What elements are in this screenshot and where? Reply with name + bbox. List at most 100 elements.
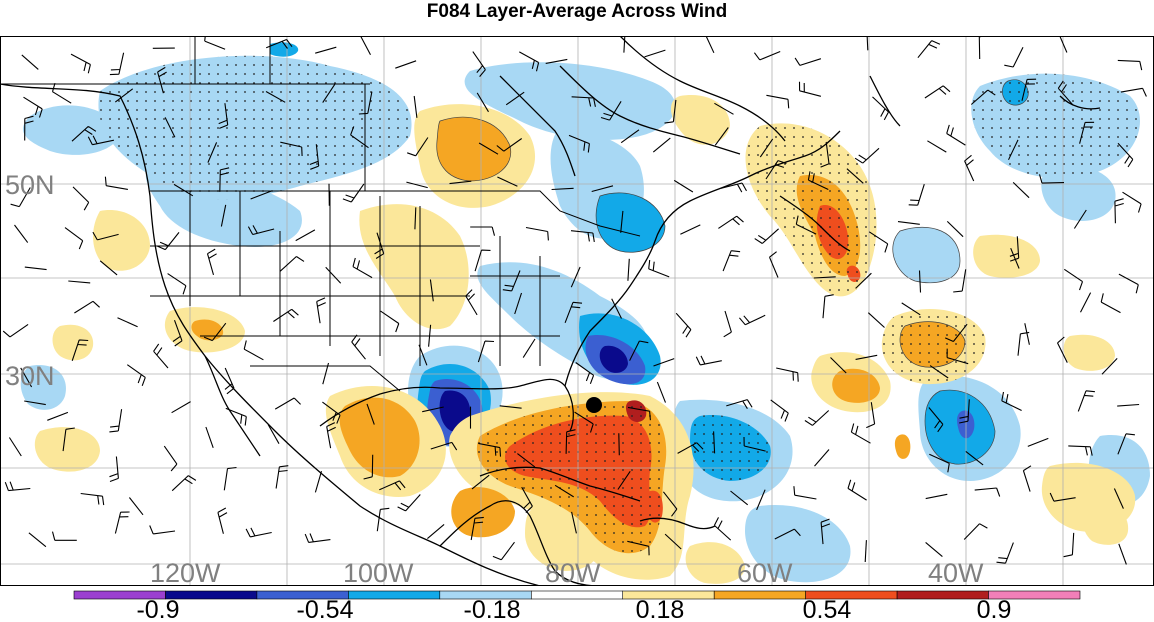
wind-barb (470, 226, 496, 236)
wind-barb (322, 362, 330, 385)
wind-barb (477, 340, 495, 363)
wind-barb (1009, 236, 1020, 262)
political-boundaries (0, 36, 641, 392)
wind-barb (219, 167, 230, 192)
wind-barbs (2, 36, 1147, 565)
wind-barb (794, 57, 822, 66)
wind-barb (730, 490, 749, 506)
wind-barb (1068, 445, 1093, 456)
wind-barb (1079, 121, 1095, 144)
wind-barb (171, 401, 191, 414)
colorbar-label-neg054: -0.54 (297, 596, 354, 622)
wind-barb (23, 96, 43, 118)
wind-barb (653, 358, 675, 367)
wind-barb (574, 411, 594, 433)
lat-label-50n: 50N (5, 170, 55, 200)
wind-barb (157, 66, 167, 94)
wind-barb (868, 231, 889, 253)
wind-barb (470, 516, 484, 541)
map-panel: 50N 30N 120W 100W 80W 60W 40W (0, 36, 1154, 586)
wind-barb (929, 453, 950, 473)
wind-barb (964, 154, 975, 182)
wind-barb (820, 518, 831, 545)
wind-barb (1077, 390, 1095, 412)
wind-barb (407, 137, 429, 157)
wind-barb (866, 36, 869, 51)
wind-barb (1118, 273, 1139, 294)
wind-barb (1073, 209, 1087, 229)
wind-barb (172, 320, 183, 347)
wind-barb (474, 249, 491, 272)
wind-barb (267, 424, 280, 444)
wind-barb (714, 102, 734, 115)
wind-barb (70, 53, 91, 74)
wind-barb (1049, 492, 1076, 502)
wind-barb (218, 103, 229, 129)
wind-barb (591, 185, 614, 193)
wind-barb (414, 207, 417, 230)
wind-barb (351, 334, 366, 360)
wind-barb (765, 160, 787, 180)
wind-barb (203, 322, 227, 342)
wind-barb (1021, 78, 1037, 101)
wind-barb (822, 294, 834, 319)
wind-barb (273, 308, 299, 322)
wind-barb (243, 340, 264, 361)
wind-barb (519, 51, 540, 72)
wind-barb (24, 400, 46, 406)
wind-barb (627, 406, 651, 421)
wind-barb (62, 427, 75, 452)
wind-barb (929, 365, 949, 379)
wind-barb (99, 260, 118, 276)
wind-barb (350, 126, 369, 149)
wind-barb (855, 354, 878, 360)
wind-barb (325, 266, 342, 284)
colorbar-label-054: 0.54 (803, 596, 852, 622)
wind-barb (648, 259, 670, 278)
wind-barb (449, 180, 472, 185)
wind-barb (20, 367, 33, 388)
wind-barb (376, 507, 390, 532)
wind-barb (1059, 36, 1068, 53)
wind-barb (1117, 59, 1143, 71)
wind-barb (206, 248, 217, 276)
wind-barb (611, 298, 622, 319)
wind-barb (428, 324, 432, 347)
wind-barb (225, 407, 247, 426)
wind-barb (629, 340, 649, 361)
wind-barb (1063, 268, 1084, 291)
wind-barb (74, 300, 100, 314)
wind-barb (366, 403, 375, 425)
wind-barb (675, 312, 692, 338)
wind-barb (720, 182, 747, 193)
wind-barb (965, 450, 984, 466)
wind-barb (1114, 198, 1124, 224)
wind-barb (743, 436, 766, 452)
wind-barb (471, 474, 490, 490)
wind-barb (342, 183, 365, 203)
wind-barb (1004, 47, 1024, 68)
wind-barb (171, 475, 197, 492)
wind-barb (505, 91, 525, 106)
wind-barb (109, 409, 123, 433)
wind-barb (1017, 331, 1030, 356)
wind-barb (24, 115, 34, 141)
wind-barb (564, 301, 583, 323)
wind-barb (846, 168, 864, 184)
wind-barb (478, 142, 499, 155)
wind-barb (71, 339, 89, 361)
wind-barb (380, 310, 400, 333)
wind-barb (551, 187, 574, 191)
wind-barb (970, 89, 996, 105)
wind-barb (167, 273, 187, 295)
wind-barb (766, 94, 790, 109)
wind-barb (128, 497, 144, 516)
wind-barb (379, 480, 406, 491)
wind-barb (395, 60, 417, 69)
wind-barb (427, 523, 445, 540)
wind-barb (918, 270, 922, 293)
wind-barb (295, 229, 316, 242)
lat-label-30n: 30N (5, 361, 55, 391)
wind-barb (738, 314, 766, 326)
wind-barb (114, 511, 130, 534)
